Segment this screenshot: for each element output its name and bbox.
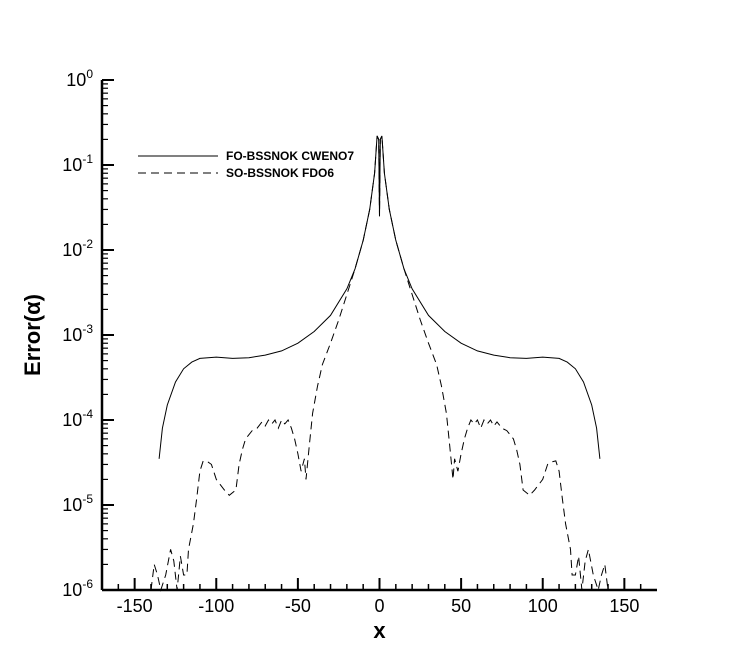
y-tick-label: 10-3 bbox=[62, 322, 93, 345]
x-tick-label: -100 bbox=[198, 596, 234, 616]
x-tick-label: 150 bbox=[609, 596, 639, 616]
legend-label: SO-BSSNOK FDO6 bbox=[226, 166, 334, 180]
x-tick-label: 50 bbox=[451, 596, 471, 616]
y-tick-label: 100 bbox=[66, 67, 93, 90]
legend: FO-BSSNOK CWENO7 SO-BSSNOK FDO6 bbox=[138, 149, 354, 180]
y-ticks: 10-6 10-5 10-4 10-3 10-2 10-1 100 bbox=[62, 67, 114, 600]
x-tick-label: 100 bbox=[528, 596, 558, 616]
y-tick-label: 10-4 bbox=[62, 407, 93, 430]
x-tick-label: -150 bbox=[117, 596, 153, 616]
y-tick-label: 10-6 bbox=[62, 577, 93, 600]
legend-label: FO-BSSNOK CWENO7 bbox=[226, 149, 354, 163]
series-curves bbox=[150, 135, 609, 592]
y-axis-title: Error(α) bbox=[20, 294, 45, 376]
x-tick-label: -50 bbox=[285, 596, 311, 616]
series-line-2 bbox=[150, 135, 609, 592]
y-tick-label: 10-1 bbox=[62, 152, 93, 175]
x-tick-label: 0 bbox=[374, 596, 384, 616]
y-tick-label: 10-5 bbox=[62, 492, 93, 515]
x-ticks: -150 -100 -50 0 50 100 150 bbox=[117, 578, 642, 616]
y-tick-label: 10-2 bbox=[62, 237, 93, 260]
x-axis-title: x bbox=[373, 618, 386, 643]
